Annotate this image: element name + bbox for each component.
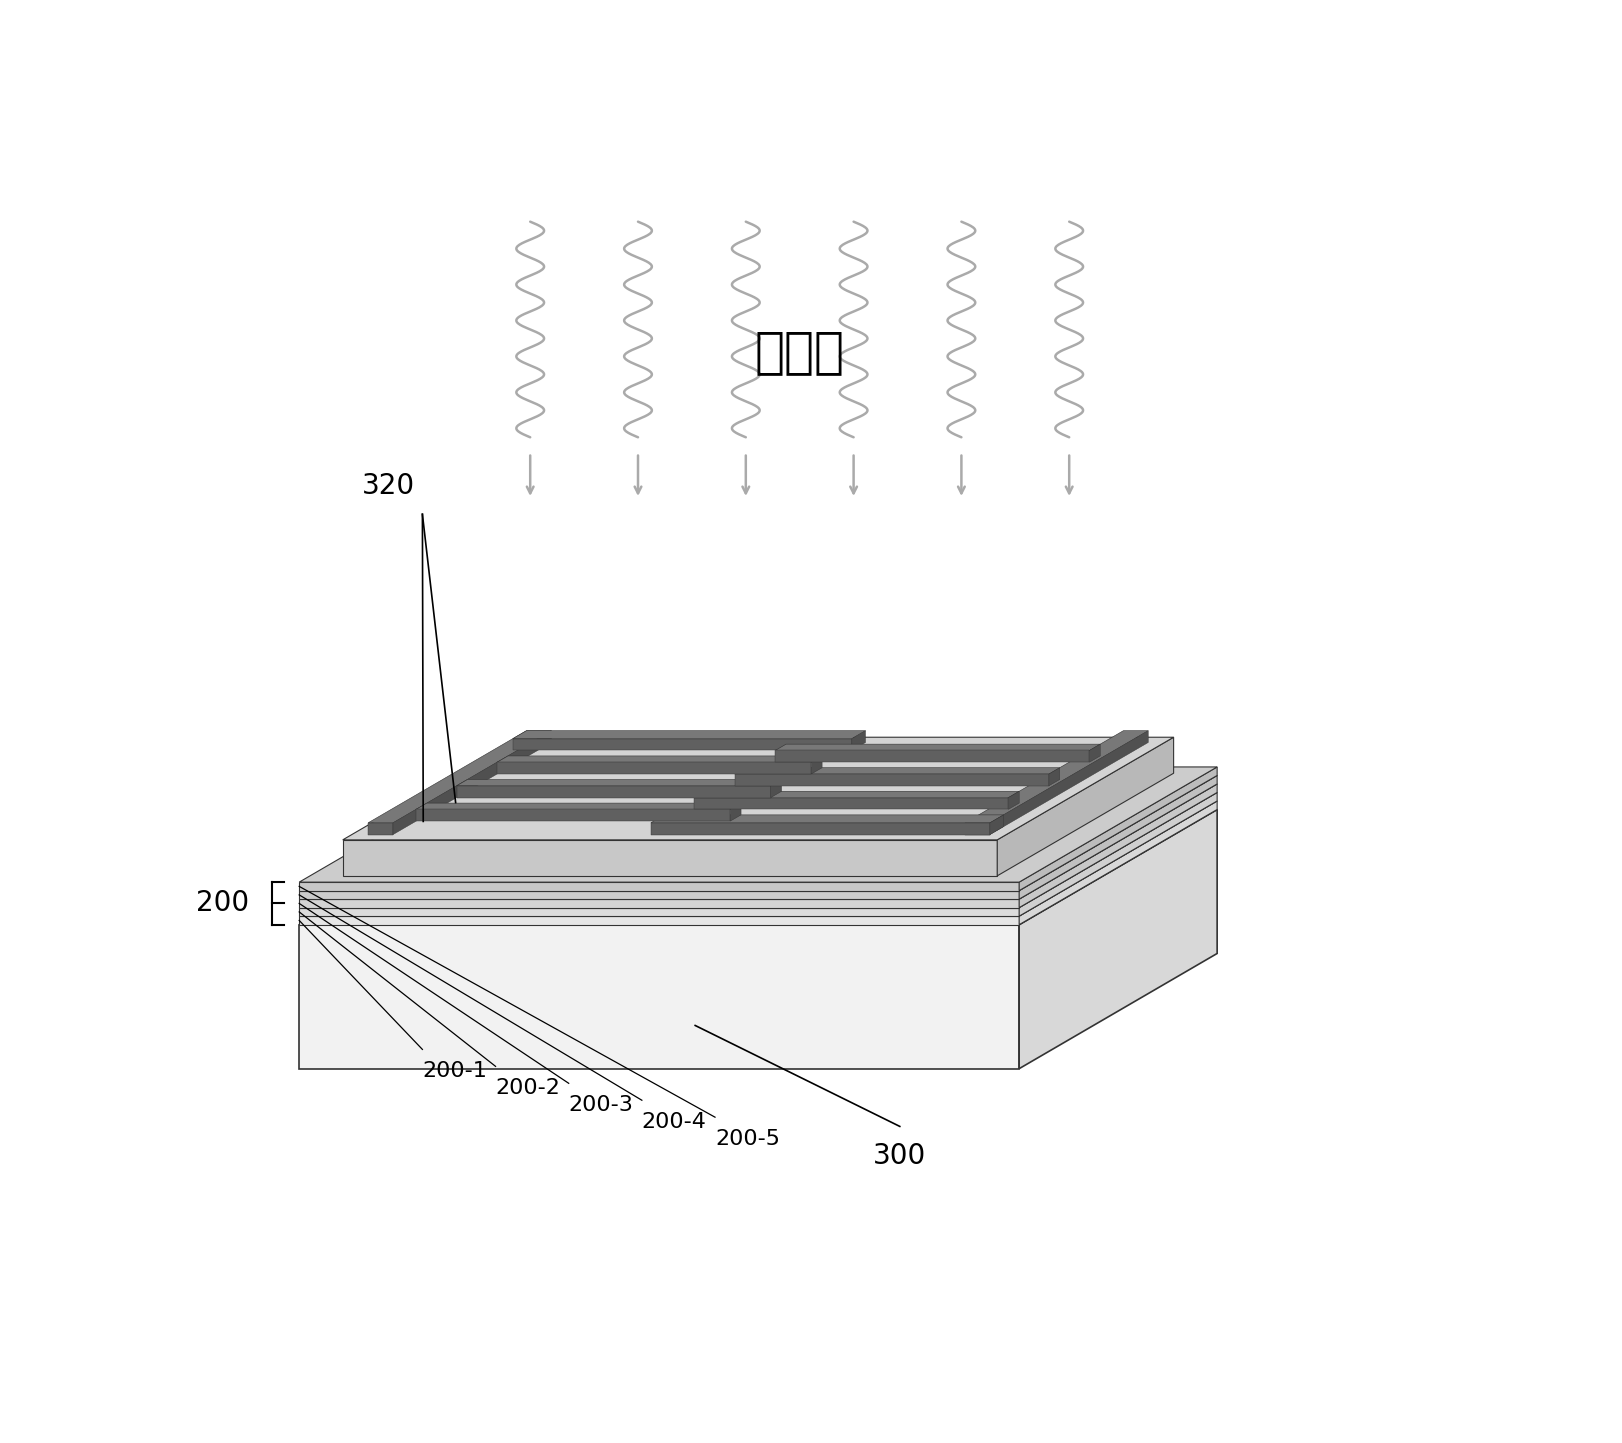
Polygon shape [1090,745,1100,762]
Polygon shape [417,804,741,810]
Text: 300: 300 [873,1141,926,1170]
Polygon shape [298,766,1216,882]
Polygon shape [498,762,811,773]
Polygon shape [998,737,1174,876]
Polygon shape [811,756,822,773]
Polygon shape [298,916,1019,925]
Text: 200-4: 200-4 [642,1111,707,1131]
Polygon shape [1019,801,1216,925]
Polygon shape [735,773,1049,786]
Polygon shape [298,908,1019,916]
Polygon shape [368,823,393,834]
Polygon shape [498,756,822,762]
Polygon shape [775,745,1100,750]
Polygon shape [298,801,1216,916]
Polygon shape [989,730,1148,834]
Polygon shape [298,899,1019,908]
Polygon shape [775,750,1090,762]
Polygon shape [342,737,1174,840]
Polygon shape [513,730,866,739]
Text: 200-5: 200-5 [715,1128,780,1149]
Polygon shape [457,779,782,786]
Polygon shape [852,730,866,750]
Polygon shape [393,730,551,834]
Text: 紫外线: 紫外线 [754,329,845,377]
Polygon shape [298,792,1216,908]
Polygon shape [735,768,1059,773]
Polygon shape [730,804,741,821]
Polygon shape [650,815,1004,823]
Polygon shape [417,810,730,821]
Polygon shape [965,730,1148,823]
Polygon shape [770,779,782,798]
Polygon shape [298,882,1019,890]
Polygon shape [513,739,852,750]
Polygon shape [1019,775,1216,899]
Text: 200-3: 200-3 [569,1095,634,1115]
Polygon shape [1019,766,1216,890]
Text: 200-1: 200-1 [422,1061,487,1081]
Text: 200: 200 [196,889,250,918]
Polygon shape [1019,810,1216,1069]
Polygon shape [694,791,1019,798]
Polygon shape [650,823,989,834]
Polygon shape [298,925,1019,1069]
Polygon shape [368,730,551,823]
Polygon shape [298,890,1019,899]
Text: 200-2: 200-2 [496,1078,561,1098]
Polygon shape [1049,768,1059,786]
Text: 320: 320 [362,472,415,501]
Polygon shape [342,840,998,876]
Polygon shape [694,798,1009,810]
Polygon shape [298,784,1216,899]
Polygon shape [1009,791,1019,810]
Polygon shape [965,823,989,834]
Polygon shape [298,775,1216,890]
Polygon shape [1019,792,1216,916]
Polygon shape [298,810,1216,925]
Polygon shape [457,786,770,798]
Polygon shape [989,815,1004,834]
Polygon shape [1019,784,1216,908]
